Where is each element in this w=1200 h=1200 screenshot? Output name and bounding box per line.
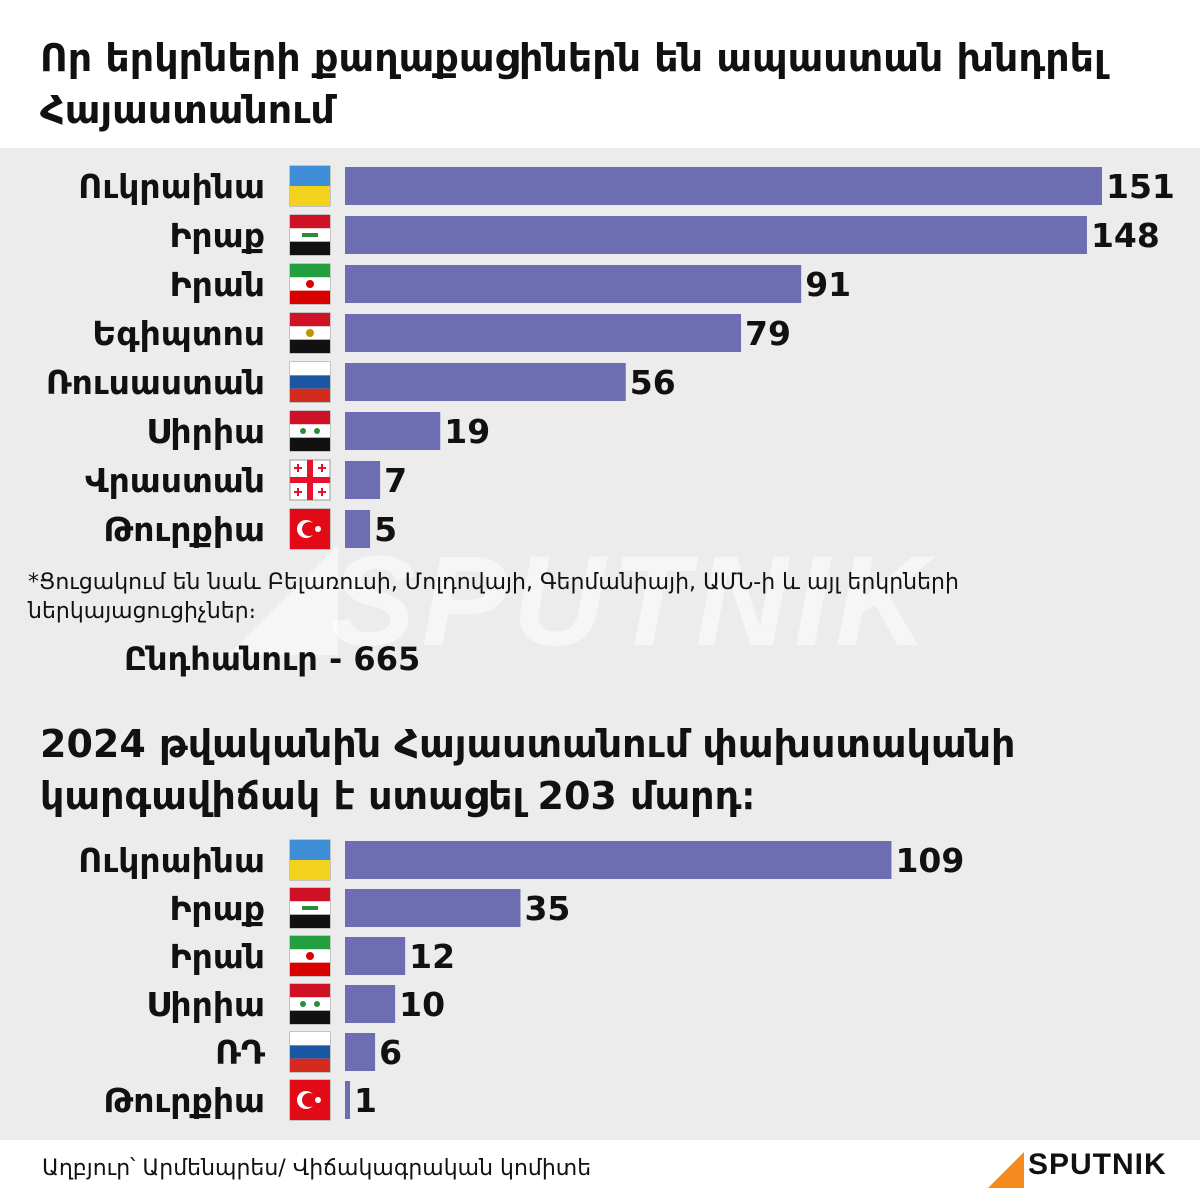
bar [345,841,892,879]
refugee-status-bar-chart: Ուկրաինա 109 Իրաք 35 Իրան 12 Սիրիա 10 ՌԴ 6 Թուրքիա… [78,839,964,1121]
turkey-flag-icon [289,508,331,550]
sputnik-watermark-mark [228,545,338,655]
bar [345,937,406,975]
russia-flag-icon [289,361,331,403]
turkey-flag-icon [289,1079,331,1121]
bar-value-label: 56 [630,363,676,402]
category-label: ՌԴ [215,1033,266,1072]
source-text: Աղբյուր՝ Արմենպրես/ Վիճակագրական կոմիտե [42,1156,592,1181]
iraq-flag-icon [289,214,331,256]
bar [345,1081,351,1119]
bar-value-label: 10 [399,985,445,1024]
ukraine-flag-icon [289,165,331,207]
egypt-flag-icon [289,312,331,354]
category-label: Սիրիա [146,412,265,451]
syria-flag-icon [289,983,331,1025]
total-count: Ընդհանուր - 665 [124,640,421,678]
bar-value-label: 151 [1106,167,1175,206]
bar-value-label: 91 [805,265,851,304]
bar [345,167,1102,205]
category-label: Իրան [170,265,265,304]
bar [345,985,396,1023]
bar [345,314,742,352]
bar-value-label: 6 [379,1033,402,1072]
footnote: *Ցուցակում են նաև Բելառուսի, Մոլդովայի, … [28,570,959,624]
bar [345,216,1087,254]
bar-value-label: 1 [354,1081,377,1120]
bar [345,510,371,548]
bar-value-label: 109 [895,841,964,880]
asylum-bar-chart: Ուկրաինա 151 Իրաք 148 Իրան 91 Եգիպտոս 79 Ռուսաստ… [46,165,1175,550]
category-label: Սիրիա [146,985,265,1024]
bar-value-label: 7 [384,461,407,500]
bar-value-label: 148 [1091,216,1160,255]
bar-value-label: 5 [374,510,397,549]
bar [345,363,626,401]
category-label: Իրաք [169,216,265,255]
chart-title-asylum: Որ երկրների քաղաքացիներն են ապաստան խնդր… [40,36,1106,132]
bar [345,461,381,499]
iran-flag-icon [289,935,331,977]
bar [345,412,441,450]
category-label: Ռուսաստան [46,363,265,402]
category-label: Ուկրաինա [78,167,265,206]
bar-value-label: 12 [409,937,455,976]
bar [345,889,521,927]
bar [345,1033,376,1071]
category-label: Ուկրաինա [78,841,265,880]
ukraine-flag-icon [289,839,331,881]
category-label: Իրան [170,937,265,976]
sputnik-logo-mark [988,1152,1024,1188]
iraq-flag-icon [289,887,331,929]
bar-value-label: 19 [444,412,490,451]
georgia-flag-icon [289,459,331,501]
russia-flag-icon [289,1031,331,1073]
category-label: Իրաք [169,889,265,928]
bar-value-label: 35 [524,889,570,928]
category-label: Վրաստան [85,461,265,500]
bar [345,265,802,303]
category-label: Թուրքիա [103,1081,265,1120]
category-label: Թուրքիա [103,510,265,549]
category-label: Եգիպտոս [92,314,265,353]
chart-title-refugee-status: 2024 թվականին Հայաստանում փախստականի կար… [40,722,1016,818]
syria-flag-icon [289,410,331,452]
title-band [0,0,1200,148]
bar-value-label: 79 [745,314,791,353]
iran-flag-icon [289,263,331,305]
sputnik-logo-text: SPUTNIK [1028,1148,1167,1181]
